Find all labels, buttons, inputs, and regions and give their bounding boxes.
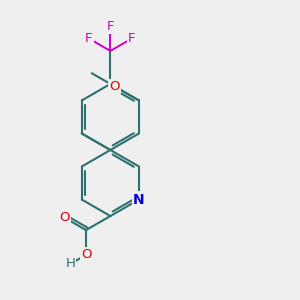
Text: O: O xyxy=(81,248,91,261)
Text: F: F xyxy=(106,20,114,33)
Text: F: F xyxy=(85,32,93,45)
Text: N: N xyxy=(133,193,145,206)
Text: O: O xyxy=(59,211,70,224)
Text: O: O xyxy=(110,80,120,93)
Text: H: H xyxy=(65,257,75,270)
Text: F: F xyxy=(128,32,136,45)
